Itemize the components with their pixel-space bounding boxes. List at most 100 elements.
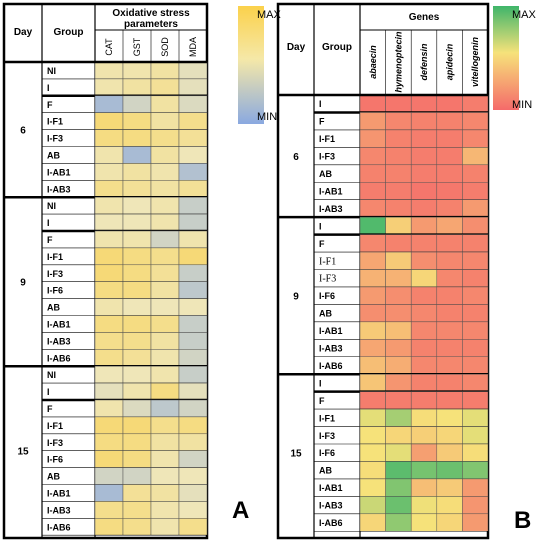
- panel-b-heatmap-cell: [359, 112, 386, 131]
- panel-b-heatmap-cell: [359, 304, 386, 323]
- panel-a-group-label: F: [47, 404, 53, 414]
- panel-a-heatmap-cell: [122, 78, 152, 97]
- panel-b-heatmap-cell: [410, 496, 438, 515]
- panel-b-label: B: [514, 507, 531, 534]
- panel-a-group-label: F: [47, 100, 53, 110]
- panel-a-heatmap-cell: [122, 129, 152, 147]
- panel-b-heatmap-cell: [359, 408, 386, 427]
- panel-a-heatmap-cell: [94, 518, 124, 536]
- panel-a-heatmap-cell: [178, 230, 208, 249]
- panel-b-heatmap-cell: [385, 478, 412, 497]
- panel-b-heatmap-cell: [385, 339, 412, 357]
- panel-b-heatmap-cell: [436, 216, 463, 235]
- panel-b-heatmap-cell: [436, 426, 463, 445]
- panel-b-heatmap-cell: [359, 147, 386, 166]
- panel-a-params-title: Oxidative stress: [112, 8, 190, 19]
- panel-b-heatmap-cell: [410, 199, 438, 218]
- panel-b-heatmap-cell: [436, 304, 463, 323]
- panel-a-group-label: I-AB3: [47, 336, 71, 346]
- panel-a-heatmap-cell: [122, 281, 152, 299]
- panel-b-heatmap-cell: [385, 112, 412, 131]
- panel-a-heatmap-cell: [178, 382, 208, 401]
- panel-b-heatmap-cell: [359, 269, 386, 288]
- panel-a-heatmap-cell: [122, 332, 152, 350]
- panel-a-group-label: AB: [47, 303, 60, 313]
- panel-a-heatmap-cell: [122, 264, 152, 282]
- panel-a-group-label: I-AB1: [47, 319, 71, 329]
- panel-b-heatmap-cell: [436, 443, 463, 462]
- panel-a-heatmap-cell: [94, 298, 124, 316]
- panel-b-heatmap-cell: [436, 339, 463, 357]
- panel-b-heatmap-cell: [410, 164, 438, 183]
- panel-b-params-title: Genes: [409, 12, 440, 23]
- panel-a-heatmap-cell: [122, 315, 152, 333]
- panel-b-heatmap-cell: [436, 496, 463, 515]
- panel-b-heatmap-cell: [385, 164, 412, 183]
- panel-b-column-label: hymenoptecin: [393, 31, 403, 93]
- panel-a: MAX MIN A: [232, 6, 282, 524]
- panel-a-group-label: I-AB3: [47, 505, 71, 515]
- panel-a-heatmap-cell: [94, 332, 124, 350]
- panel-b-heatmap-cell: [359, 356, 386, 375]
- panel-a-heatmap-cell: [150, 196, 180, 215]
- panel-a-heatmap-cell: [150, 450, 180, 468]
- panel-a-group-label: AB: [47, 150, 60, 160]
- panel-b-column-label: abaecin: [368, 45, 378, 79]
- panel-b-group-label: I-F6: [319, 448, 335, 458]
- panel-a-heatmap-cell: [178, 349, 208, 367]
- panel-b-heatmap-cell: [410, 321, 438, 340]
- panel-a-heatmap-cell: [94, 281, 124, 299]
- panel-b-column-label: apidecin: [445, 43, 455, 80]
- panel-a-heatmap-cell: [94, 382, 124, 401]
- panel-b-heatmap-cell: [410, 147, 438, 166]
- panel-b-group-label: I-AB1: [319, 483, 343, 493]
- panel-a-heatmap-cell: [122, 416, 152, 435]
- panel-a-heatmap-cell: [150, 78, 180, 97]
- panel-a-group-label: I-F3: [47, 269, 63, 279]
- panel-b-heatmap-cell: [462, 94, 489, 113]
- panel-b-heatmap-cell: [385, 408, 412, 427]
- panel-a-heatmap-cell: [122, 230, 152, 249]
- panel-a-heatmap-cell: [122, 61, 152, 80]
- panel-b-day-label: 9: [293, 292, 299, 303]
- panel-b-heatmap-cell: [436, 234, 463, 253]
- panel-b-heatmap-cell: [410, 391, 438, 410]
- panel-a-heatmap-cell: [150, 180, 180, 198]
- panel-b-heatmap-cell: [385, 199, 412, 218]
- panel-a-heatmap-cell: [150, 416, 180, 435]
- panel-a-heatmap-cell: [150, 501, 180, 519]
- panel-b-heatmap-cell: [410, 94, 438, 113]
- panel-b-heatmap-cell: [385, 234, 412, 253]
- panel-a-heatmap-cell: [150, 433, 180, 451]
- panel-a-heatmap-cell: [178, 61, 208, 80]
- panel-a-heatmap-cell: [178, 298, 208, 316]
- panel-a-heatmap-cell: [150, 382, 180, 401]
- panel-b-heatmap-cell: [385, 321, 412, 340]
- panel-b-heatmap-cell: [359, 216, 386, 235]
- panel-a-heatmap-cell: [178, 518, 208, 536]
- panel-a-heatmap-cell: [122, 146, 152, 164]
- panel-a-heatmap-cell: [94, 163, 124, 181]
- panel-a-group-label: I-F3: [47, 438, 63, 448]
- panel-b-heatmap-cell: [410, 426, 438, 445]
- panel-a-heatmap-cell: [178, 467, 208, 485]
- panel-b-heatmap-cell: [462, 513, 489, 532]
- panel-a-group-label: I: [47, 218, 50, 228]
- panel-b-heatmap-cell: [359, 478, 386, 497]
- panel-a-heatmap-cell: [150, 95, 180, 113]
- panel-b-group-label: I-F6: [319, 291, 335, 301]
- panel-b-heatmap-cell: [359, 426, 386, 445]
- panel-b-heatmap-cell: [385, 182, 412, 200]
- panel-b-heatmap-cell: [436, 94, 463, 113]
- panel-a-heatmap-cell: [150, 467, 180, 485]
- panel-b-heatmap-cell: [410, 304, 438, 323]
- heatmap-b: Day Group Genes abaecin hymenoptecin defensin…: [276, 2, 490, 540]
- panel-a-heatmap-cell: [150, 298, 180, 316]
- panel-a-group-label: I-AB6: [47, 522, 71, 532]
- legend-a-gradient: [238, 6, 264, 124]
- panel-b-group-label: I-F1: [319, 134, 335, 144]
- panel-b-group-label: I-AB3: [319, 204, 343, 214]
- panel-b-group-label: I-F3: [319, 274, 336, 285]
- panel-a-heatmap-cell: [94, 129, 124, 147]
- panel-b-heatmap-cell: [462, 356, 489, 375]
